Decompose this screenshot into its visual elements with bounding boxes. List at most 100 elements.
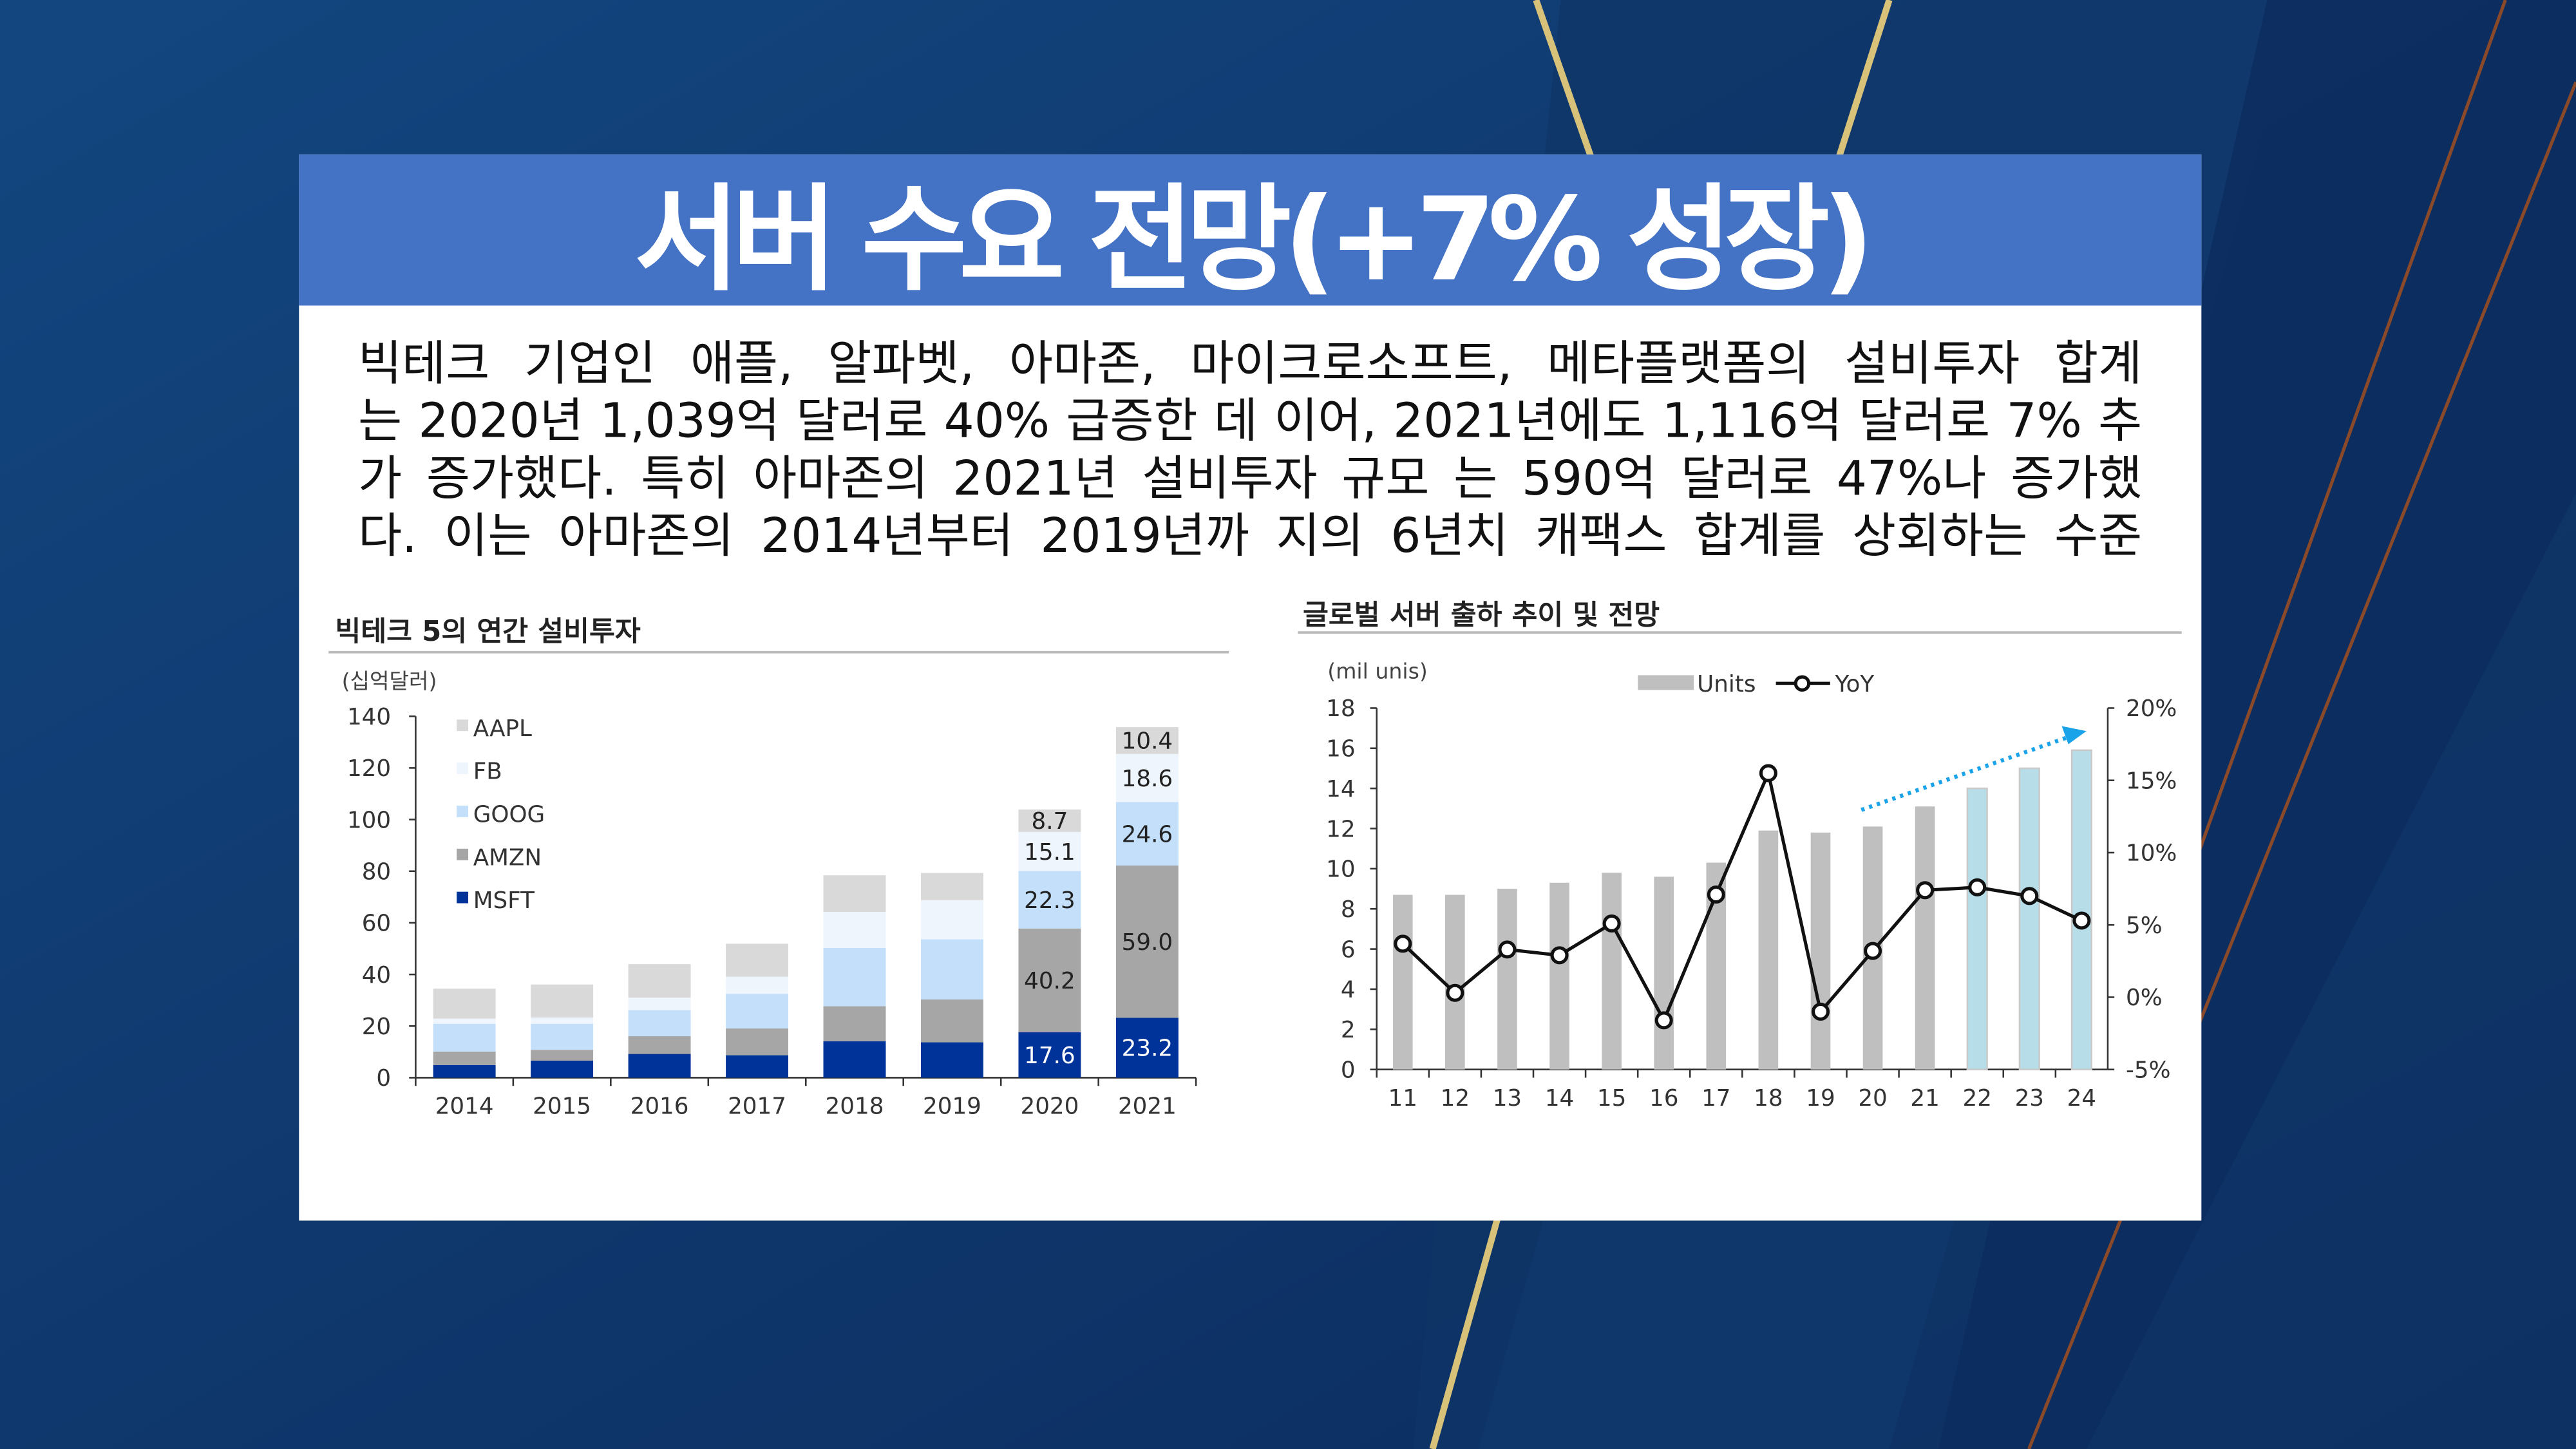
yoy-point [1602, 914, 1621, 933]
y-tick-label: 2 [1341, 1017, 1356, 1043]
units-bar [1758, 830, 1779, 1070]
bar-segment-msft [1018, 1032, 1081, 1078]
x-tick-label: 2016 [630, 1094, 689, 1120]
bar-segment-goog [531, 1023, 594, 1050]
units-bar [1602, 873, 1622, 1070]
word: 40% [943, 392, 1050, 449]
data-label: 22.3 [1024, 887, 1075, 914]
y-tick-label: 4 [1341, 977, 1356, 1003]
word: 590억 [1521, 450, 1657, 506]
units-bar [1915, 806, 1935, 1070]
bar-segment-msft [1115, 1018, 1179, 1078]
y-tick-label: 40 [362, 962, 391, 989]
word: 빅테크 [358, 335, 490, 392]
y-tick-label: 8 [1341, 896, 1356, 923]
word: 47%나 [1836, 450, 1987, 506]
word: 6년치 [1390, 507, 1509, 564]
body-line: 가 증가했다. 특히 아마존의 2021년 설비투자 규모 는 590억 달러로 47%나 증가했 [358, 450, 2142, 507]
word: 가 [358, 450, 402, 506]
forecast-bar [2070, 749, 2092, 1070]
word: 특히 [641, 450, 729, 506]
word: 는 [1454, 450, 1498, 506]
bar-segment-aapl [433, 989, 496, 1019]
bar-segment-aapl [920, 873, 983, 900]
yoy-point [2072, 911, 2091, 930]
bar-segment-fb [823, 912, 886, 948]
y2-tick-label: 20% [2126, 696, 2177, 722]
word: 달러로 [1680, 450, 1813, 506]
word: 증가했 [2011, 450, 2143, 506]
x-tick-label: 2015 [533, 1094, 591, 1120]
yoy-point [1916, 881, 1935, 900]
bar-segment-aapl [726, 943, 789, 977]
word: 달러로 [796, 392, 928, 449]
bar-segment-msft [920, 1042, 983, 1078]
y-tick-label: 16 [1326, 736, 1355, 762]
bar-segment-fb [628, 998, 691, 1010]
y2-tick-label: 5% [2126, 913, 2163, 939]
y-axis-unit: (mil unis) [1327, 659, 1428, 684]
word: 알파벳, [828, 335, 975, 392]
slide-title: 서버 수요 전망(+7% 성장) [634, 171, 1874, 307]
word: 다. [358, 507, 417, 564]
bar-segment-amzn [823, 1006, 886, 1041]
bar-segment-goog [726, 994, 789, 1028]
word: 2014년부터 [761, 507, 1014, 564]
y2-tick-label: 0% [2126, 985, 2163, 1011]
capex-chart: 빅테크 5의 연간 설비투자 (십억달러) 0 20 40 60 80 100 120 140 20… [328, 616, 1229, 1120]
bar-segment-msft [433, 1065, 496, 1078]
word: 2021년에도 [1393, 392, 1646, 449]
data-label: 40.2 [1024, 968, 1075, 994]
word: 캐팩스 [1535, 507, 1667, 564]
yoy-point [1446, 983, 1464, 1002]
y-tick-label: 6 [1341, 936, 1356, 963]
y-axis-unit: (십억달러) [342, 668, 437, 694]
x-tick-label: 17 [1701, 1085, 1730, 1112]
units-bar [1549, 882, 1569, 1070]
bar-segment-goog [920, 939, 983, 999]
y-tick-label: 140 [347, 704, 391, 730]
y2-tick-label: 15% [2126, 768, 2177, 794]
yoy-point [1550, 946, 1569, 965]
bar-segment-goog [1018, 871, 1081, 929]
legend-marker-yoy [1794, 675, 1811, 692]
data-label: 10.4 [1122, 728, 1173, 755]
word: 2020년 [418, 392, 583, 449]
x-tick-label: 19 [1806, 1085, 1835, 1112]
title-bar: 서버 수요 전망(+7% 성장) [299, 154, 2202, 307]
units-bar [1810, 832, 1831, 1070]
y2-tick-label: -5% [2126, 1057, 2171, 1083]
legend-swatch-fb [457, 762, 469, 775]
yoy-point [1394, 934, 1412, 953]
word: 2021년 [952, 450, 1118, 506]
bar-segment-amzn [531, 1050, 594, 1061]
x-tick-label: 2017 [728, 1094, 786, 1120]
legend-swatch-msft [457, 891, 469, 904]
units-bar [1654, 876, 1674, 1070]
body-line: 다. 이는 아마존의 2014년부터 2019년까 지의 6년치 캐팩스 합계를 상회하는 수준 [358, 507, 2142, 565]
x-tick-label: 22 [1963, 1085, 1992, 1112]
word: 메타플랫폼의 [1546, 335, 1810, 392]
x-tick-label: 18 [1754, 1085, 1783, 1112]
bar-segment-goog [433, 1023, 496, 1052]
x-tick-label: 16 [1649, 1085, 1678, 1112]
legend-swatch-units [1638, 675, 1694, 690]
y-tick-label: 12 [1326, 816, 1355, 842]
x-tick-label: 21 [1910, 1085, 1939, 1112]
y-tick-label: 14 [1326, 776, 1355, 802]
bar-segment-msft [628, 1054, 691, 1078]
yoy-point [1707, 886, 1725, 904]
x-tick-label: 15 [1597, 1085, 1626, 1112]
legend-swatch-amzn [457, 848, 469, 860]
word: 2019년까 [1040, 507, 1249, 564]
bar-segment-fb [1018, 831, 1081, 871]
data-label: 18.6 [1122, 766, 1173, 792]
bar-segment-goog [823, 947, 886, 1007]
bar-segment-aapl [531, 984, 594, 1018]
body-line: 는 2020년 1,039억 달러로 40% 급증한 데 이어, 2021년에도 1,116억 달러… [358, 393, 2142, 450]
x-tick-label: 2014 [435, 1094, 494, 1120]
data-label: 23.2 [1122, 1036, 1173, 1062]
bar-segment-fb [531, 1018, 594, 1024]
x-tick-label: 2018 [826, 1094, 884, 1120]
